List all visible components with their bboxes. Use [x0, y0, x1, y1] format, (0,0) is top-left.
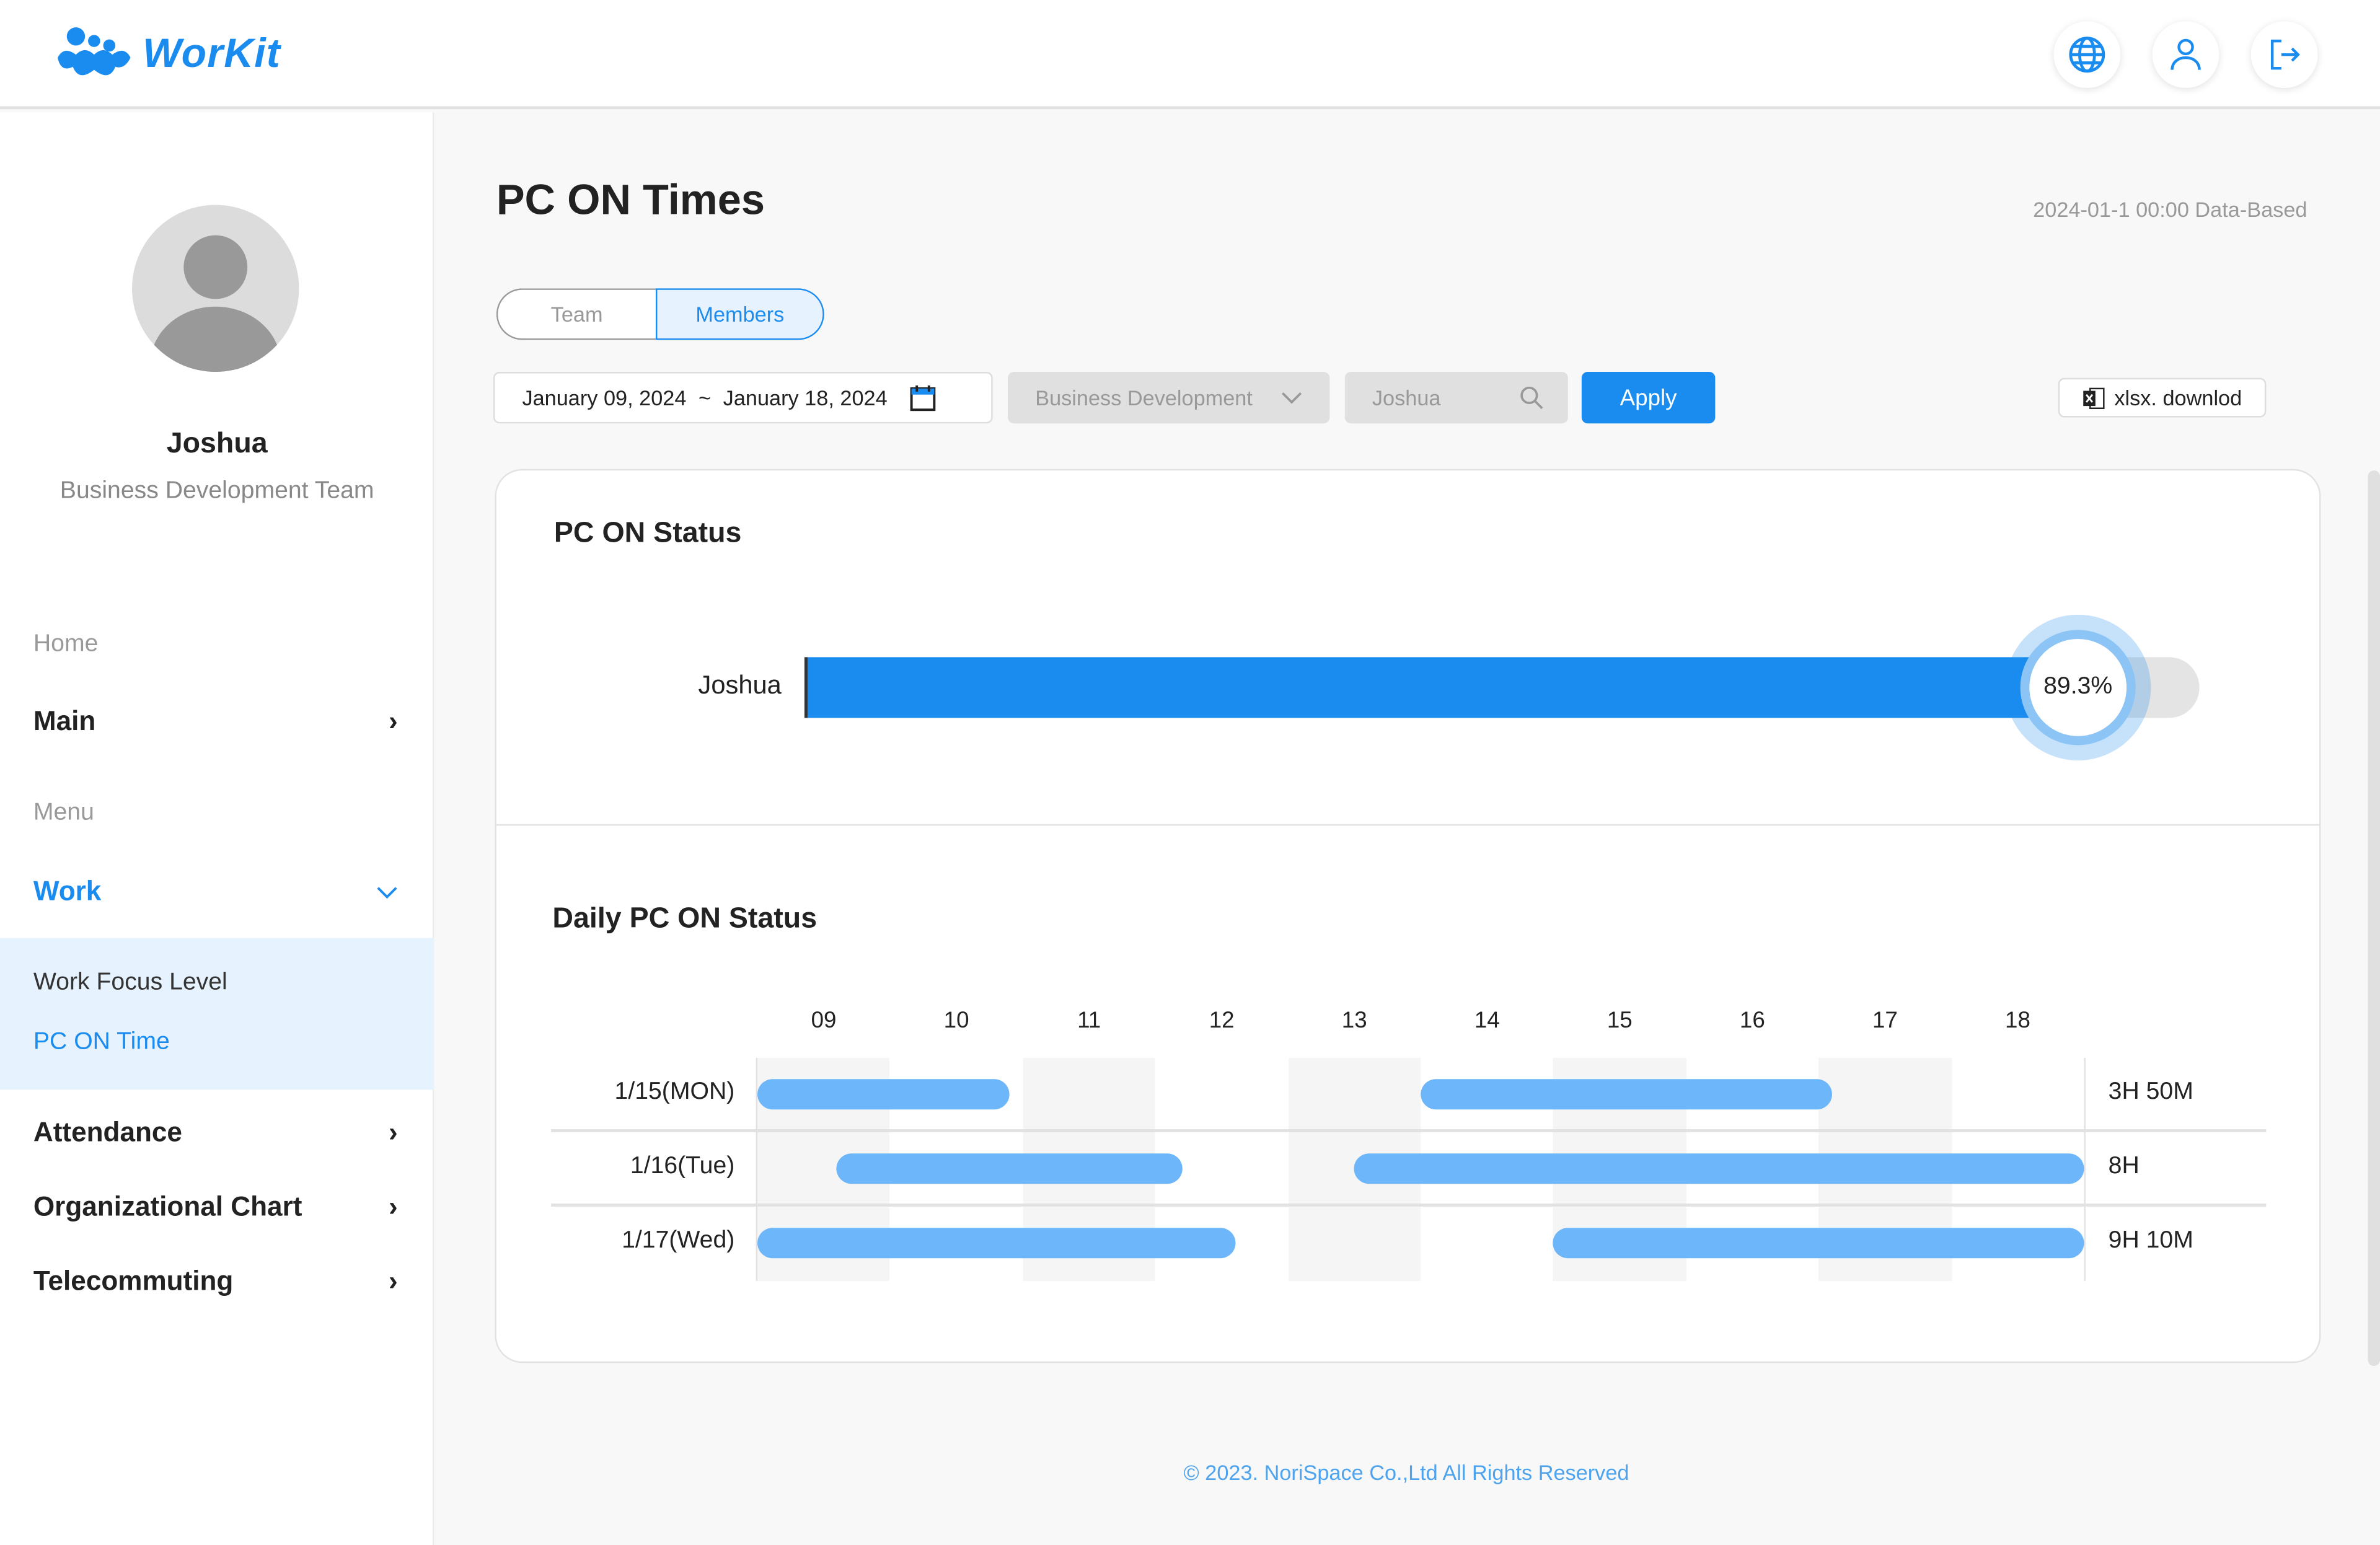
row-total-label: 3H 50M	[2108, 1079, 2193, 1105]
date-start: January 09, 2024	[522, 385, 687, 410]
pc-on-bar[interactable]	[837, 1153, 1182, 1184]
language-button[interactable]	[2053, 21, 2121, 89]
card-divider	[496, 824, 2320, 826]
tab-members[interactable]: Members	[655, 288, 824, 340]
sidebar-item-main[interactable]: Main ›	[33, 706, 398, 737]
row-date-label: 1/15(MON)	[614, 1079, 735, 1105]
hour-tick-label: 10	[943, 1008, 969, 1034]
daily-pc-on-status-title: Daily PC ON Status	[552, 903, 818, 935]
hour-tick-label: 17	[1872, 1008, 1898, 1034]
profile-button[interactable]	[2152, 21, 2219, 89]
hour-tick-label: 18	[2005, 1008, 2030, 1034]
sidebar-item-attendance[interactable]: Attendance ›	[33, 1117, 398, 1148]
pc-on-status-title: PC ON Status	[553, 517, 742, 550]
pc-on-bar[interactable]	[1354, 1153, 2084, 1184]
row-date-label: 1/16(Tue)	[630, 1153, 735, 1179]
hour-tick-label: 16	[1739, 1008, 1765, 1034]
date-separator: ~	[699, 385, 712, 410]
logo[interactable]: WorKit	[55, 24, 281, 82]
sidebar-item-pc-on-time[interactable]: PC ON Time	[33, 1029, 170, 1055]
hour-tick-label: 14	[1474, 1008, 1500, 1034]
chevron-down-icon	[1282, 391, 1302, 403]
user-name: Joshua	[166, 428, 268, 460]
sidebar-item-organizational-chart[interactable]: Organizational Chart ›	[33, 1191, 398, 1223]
pc-on-percent-label: 89.3%	[2043, 674, 2113, 700]
row-divider	[550, 1129, 2267, 1132]
search-icon	[1520, 386, 1543, 410]
apply-button[interactable]: Apply	[1581, 372, 1716, 424]
pc-on-bar[interactable]	[757, 1228, 1235, 1259]
chevron-down-icon	[377, 886, 397, 898]
progress-member-name: Joshua	[698, 671, 782, 700]
header: WorKit	[0, 0, 2380, 110]
sidebar-item-label: Main	[33, 705, 96, 736]
user-placeholder-icon	[150, 235, 281, 372]
department-value: Business Development	[1035, 385, 1253, 410]
row-total-label: 9H 10M	[2108, 1228, 2193, 1254]
sidebar: Joshua Business Development Team Home Ma…	[0, 112, 434, 1545]
pc-on-progress-knob: 89.3%	[2005, 614, 2151, 760]
globe-icon	[2069, 37, 2105, 73]
date-end: January 18, 2024	[723, 385, 888, 410]
sidebar-item-label: Telecommuting	[33, 1265, 234, 1296]
section-home: Home	[33, 631, 99, 658]
hour-tick-label: 11	[1077, 1008, 1101, 1034]
department-select[interactable]: Business Development	[1008, 372, 1330, 424]
chevron-right-icon: ›	[388, 1117, 398, 1148]
workit-logo-icon	[58, 27, 131, 76]
chevron-right-icon: ›	[388, 705, 398, 736]
sidebar-item-label: Organizational Chart	[33, 1191, 302, 1222]
logout-button[interactable]	[2250, 21, 2318, 89]
sidebar-item-work[interactable]: Work	[33, 876, 398, 907]
excel-icon	[2083, 387, 2105, 408]
chevron-right-icon: ›	[388, 1265, 398, 1296]
member-search-value: Joshua	[1372, 385, 1441, 410]
xlsx-download-label: xlsx. downlod	[2114, 385, 2242, 410]
pc-on-bar[interactable]	[757, 1079, 1010, 1110]
hour-tick-label: 13	[1341, 1008, 1367, 1034]
avatar	[132, 205, 299, 372]
footer-copyright: © 2023. NoriSpace Co.,Ltd All Rights Res…	[1183, 1459, 1629, 1485]
sidebar-item-label: Work	[33, 876, 102, 907]
sidebar-item-telecommuting[interactable]: Telecommuting ›	[33, 1265, 398, 1297]
row-divider	[550, 1204, 2267, 1207]
date-range-picker[interactable]: January 09, 2024 ~ January 18, 2024	[493, 372, 993, 424]
xlsx-download-button[interactable]: xlsx. downlod	[2058, 377, 2267, 418]
gantt-left-axis	[756, 1057, 758, 1281]
pc-on-progress-track: 89.3%	[804, 614, 2200, 760]
pc-on-progress-fill	[804, 657, 2078, 718]
sidebar-item-label: Attendance	[33, 1117, 182, 1148]
user-team: Business Development Team	[60, 478, 374, 504]
hour-tick-label: 09	[811, 1008, 837, 1034]
hour-tick-label: 15	[1606, 1008, 1633, 1034]
pc-on-bar[interactable]	[1553, 1228, 2084, 1259]
row-date-label: 1/17(Wed)	[622, 1228, 735, 1254]
work-submenu	[0, 938, 434, 1090]
tab-team[interactable]: Team	[496, 288, 656, 340]
member-search-input[interactable]: Joshua	[1344, 372, 1568, 424]
row-total-label: 8H	[2108, 1153, 2140, 1179]
logo-text: WorKit	[143, 29, 281, 76]
scrollbar[interactable]	[2368, 470, 2380, 1367]
calendar-icon	[909, 385, 935, 412]
section-menu: Menu	[33, 799, 94, 826]
data-based-timestamp: 2024-01-1 00:00 Data-Based	[2033, 197, 2307, 222]
pc-on-bar[interactable]	[1421, 1079, 1832, 1110]
hour-tick-label: 12	[1209, 1008, 1235, 1034]
logout-icon	[2270, 39, 2300, 70]
gantt-right-axis	[2084, 1057, 2086, 1281]
view-toggle: Team Members	[496, 288, 824, 340]
sidebar-item-work-focus-level[interactable]: Work Focus Level	[33, 969, 227, 996]
user-icon	[2171, 38, 2201, 70]
chevron-right-icon: ›	[388, 1191, 398, 1222]
page-title: PC ON Times	[496, 176, 765, 224]
